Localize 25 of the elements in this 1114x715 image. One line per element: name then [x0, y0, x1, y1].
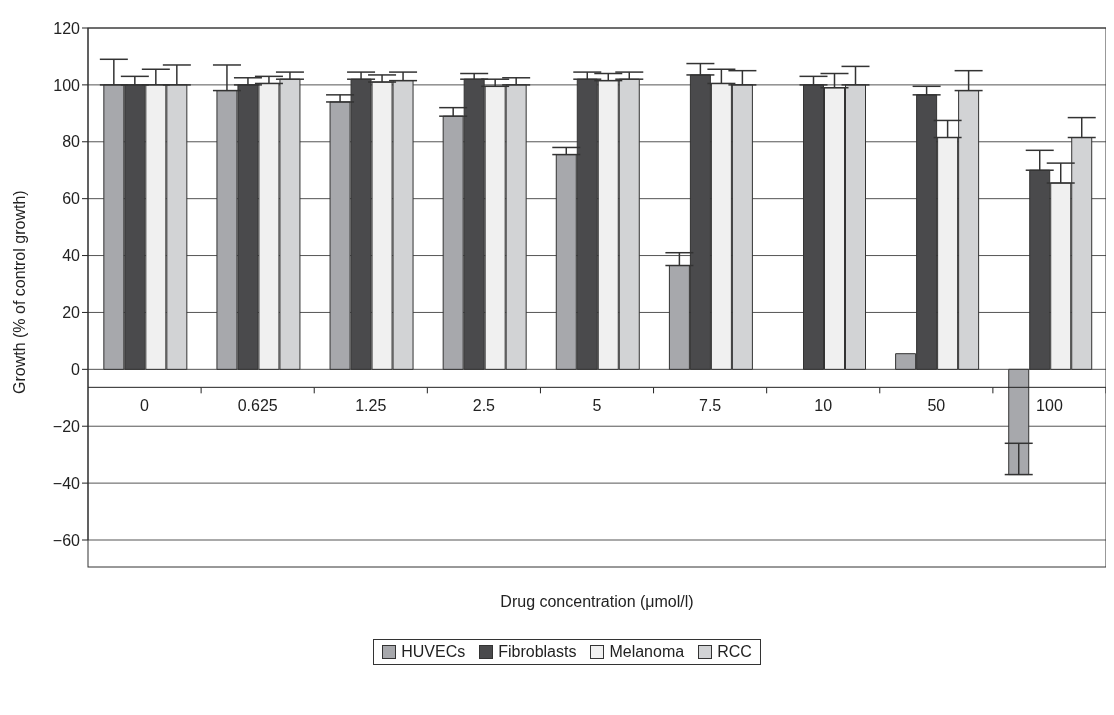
x-tick-label: 1.25 — [355, 397, 387, 415]
y-tick-label: 100 — [53, 76, 81, 94]
x-tick-label: 7.5 — [698, 397, 722, 415]
y-tick-label: −40 — [52, 474, 81, 492]
legend-label: Fibroblasts — [497, 643, 577, 661]
y-tick-label: −20 — [52, 417, 81, 435]
x-tick-label: 10 — [814, 397, 833, 415]
y-tick-label: 60 — [62, 190, 81, 208]
legend-label: RCC — [716, 643, 752, 661]
x-tick-label: 0 — [140, 397, 150, 415]
x-tick-label: 50 — [927, 397, 946, 415]
x-tick-label: 0.625 — [237, 397, 278, 415]
x-tick-label: 2.5 — [472, 397, 496, 415]
x-axis-title: Drug concentration (μmol/l) — [500, 593, 694, 610]
legend-label: HUVECs — [400, 643, 466, 661]
y-tick-label: −60 — [52, 531, 81, 549]
y-axis-title: Growth (% of control growth) — [10, 190, 28, 394]
x-tick-label: 5 — [592, 397, 602, 415]
y-tick-label: 120 — [53, 19, 81, 37]
legend-label: Melanoma — [608, 643, 685, 661]
y-tick-label: 0 — [71, 361, 81, 379]
y-tick-label: 40 — [62, 247, 81, 265]
y-tick-label: 80 — [62, 133, 81, 151]
x-tick-label: 100 — [1036, 397, 1063, 415]
y-tick-label: 20 — [62, 304, 81, 322]
